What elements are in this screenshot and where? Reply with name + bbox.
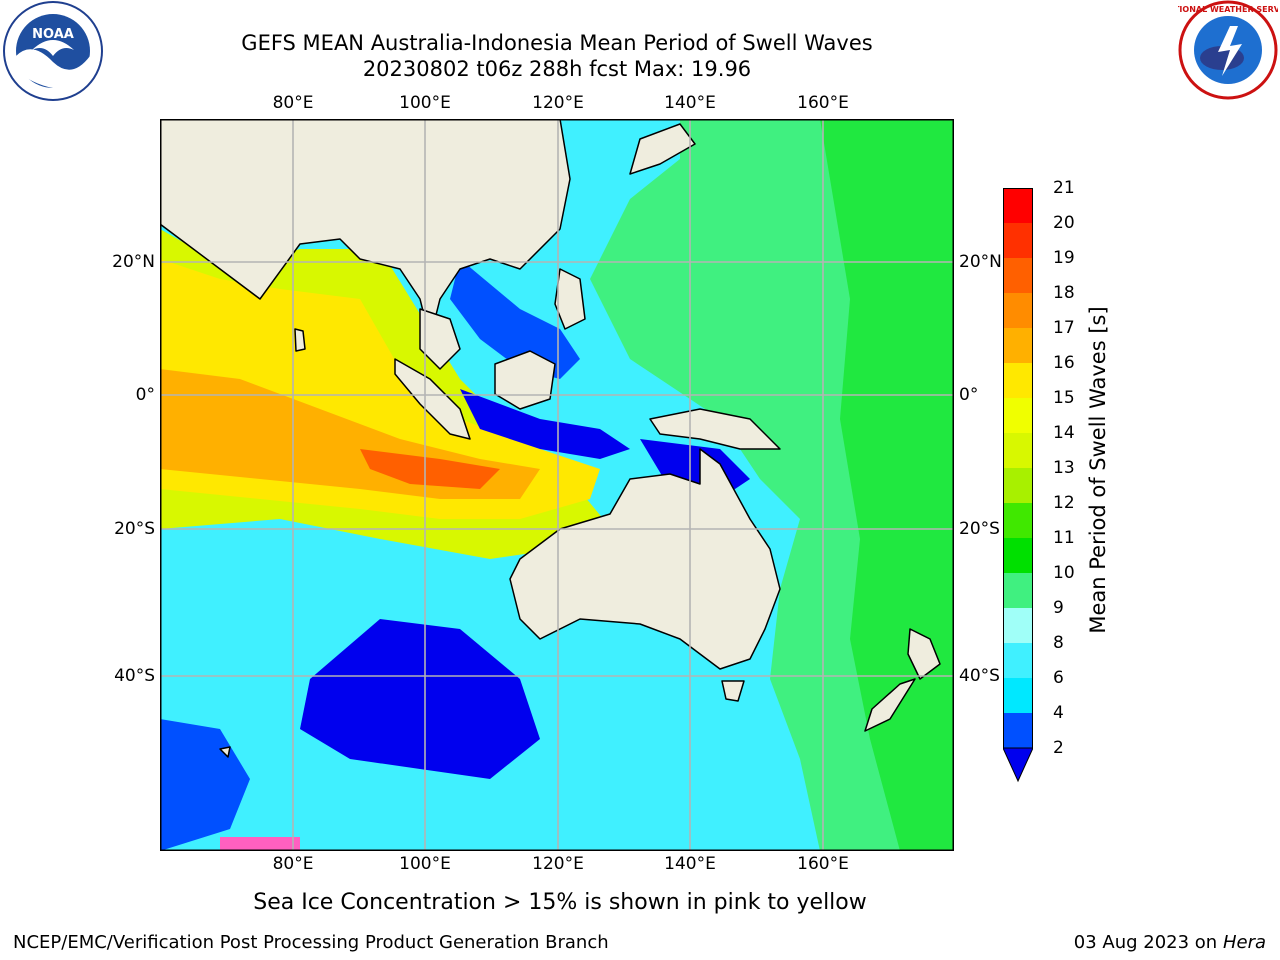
colorbar-segment <box>1003 188 1033 223</box>
colorbar-segment <box>1003 258 1033 293</box>
colorbar-tick-label: 13 <box>1053 458 1075 478</box>
land-sumatra <box>394 358 471 440</box>
swell-field-java-sea <box>460 389 630 459</box>
colorbar-segment <box>1003 643 1033 678</box>
colorbar-tick-label: 19 <box>1053 248 1075 268</box>
colorbar-tick-label: 21 <box>1053 178 1075 198</box>
noaa-logo-text: NOAA <box>32 27 74 42</box>
colorbar-tick-label: 10 <box>1053 563 1075 583</box>
gridlines <box>160 119 954 851</box>
map-subtitle: 20230802 t06z 288h fcst Max: 19.96 <box>362 57 752 81</box>
lat-label-left: 0° <box>135 385 155 405</box>
lon-label-top: 80°E <box>272 93 314 113</box>
colorbar-tick-label: 18 <box>1053 283 1075 303</box>
colorbar-tick-label: 6 <box>1053 668 1064 688</box>
lon-label-bottom: 140°E <box>664 854 716 874</box>
colorbar-outline <box>1003 188 1033 749</box>
map-panel <box>160 119 954 851</box>
nws-logo: NATIONAL WEATHER SERVICE <box>1178 0 1278 100</box>
colorbar-segment <box>1003 678 1033 713</box>
noaa-logo: NOAA <box>3 1 103 101</box>
lon-label-bottom: 160°E <box>797 854 849 874</box>
colorbar-tick-label: 16 <box>1053 353 1075 373</box>
colorbar-segment <box>1003 223 1033 258</box>
colorbar-tick-label: 9 <box>1053 598 1064 618</box>
colorbar-tick-label: 17 <box>1053 318 1075 338</box>
colorbar-tick-label: 15 <box>1053 388 1075 408</box>
map-title: GEFS MEAN Australia-Indonesia Mean Perio… <box>241 31 873 55</box>
lon-label-top: 160°E <box>797 93 849 113</box>
land-philippines <box>554 268 586 330</box>
footer-date: 03 Aug 2023 on Hera <box>1074 932 1266 953</box>
footer-credit: NCEP/EMC/Verification Post Processing Pr… <box>13 932 609 953</box>
land-japan <box>629 123 696 175</box>
lon-label-top: 120°E <box>532 93 584 113</box>
colorbar-segment <box>1003 433 1033 468</box>
sea-ice <box>220 837 300 851</box>
colorbar-extend-arrow <box>1003 747 1033 783</box>
nws-logo-text: NATIONAL WEATHER SERVICE <box>1178 5 1278 14</box>
colorbar <box>1003 188 1033 783</box>
colorbar-segment <box>1003 713 1033 748</box>
colorbar-tick-label: 12 <box>1053 493 1075 513</box>
lon-label-bottom: 120°E <box>532 854 584 874</box>
colorbar-tick-label: 14 <box>1053 423 1075 443</box>
swell-field-max <box>360 449 500 489</box>
colorbar-tick-label: 2 <box>1053 738 1064 758</box>
colorbar-segment <box>1003 573 1033 608</box>
lat-label-left: 40°S <box>114 666 155 686</box>
colorbar-segment <box>1003 363 1033 398</box>
colorbar-segment <box>1003 293 1033 328</box>
colorbar-tick-label: 20 <box>1053 213 1075 233</box>
land-new-guinea <box>649 408 781 450</box>
footer-host: Hera <box>1222 932 1266 953</box>
lon-label-bottom: 100°E <box>399 854 451 874</box>
swell-field-southern-minimum <box>300 619 540 779</box>
swell-field-south-china-sea <box>450 259 580 379</box>
colorbar-segment <box>1003 398 1033 433</box>
land-indochina <box>419 308 461 370</box>
lat-label-right: 0° <box>959 385 979 405</box>
land-sri-lanka <box>294 328 306 352</box>
land-new-zealand-north <box>907 628 941 680</box>
lon-label-bottom: 80°E <box>272 854 314 874</box>
lat-label-right: 20°S <box>959 519 1000 539</box>
colorbar-segment <box>1003 538 1033 573</box>
lon-label-top: 140°E <box>664 93 716 113</box>
lat-label-left: 20°N <box>112 252 155 272</box>
colorbar-segment <box>1003 328 1033 363</box>
lat-label-left: 20°S <box>114 519 155 539</box>
footer-date-text: 03 Aug 2023 on <box>1073 932 1218 953</box>
colorbar-tick-label: 11 <box>1053 528 1075 548</box>
colorbar-segment <box>1003 468 1033 503</box>
colorbar-tick-label: 8 <box>1053 633 1064 653</box>
land-kerguelen <box>219 746 231 758</box>
colorbar-segment <box>1003 608 1033 643</box>
lat-label-right: 40°S <box>959 666 1000 686</box>
land-new-zealand-south <box>864 678 916 732</box>
land-tasmania <box>721 680 745 702</box>
sea-ice-note: Sea Ice Concentration > 15% is shown in … <box>253 890 867 915</box>
land-australia <box>509 448 781 670</box>
colorbar-title: Mean Period of Swell Waves [s] <box>1086 306 1110 634</box>
lon-label-top: 100°E <box>399 93 451 113</box>
lat-label-right: 20°N <box>959 252 1002 272</box>
colorbar-tick-label: 4 <box>1053 703 1064 723</box>
colorbar-segment <box>1003 503 1033 538</box>
